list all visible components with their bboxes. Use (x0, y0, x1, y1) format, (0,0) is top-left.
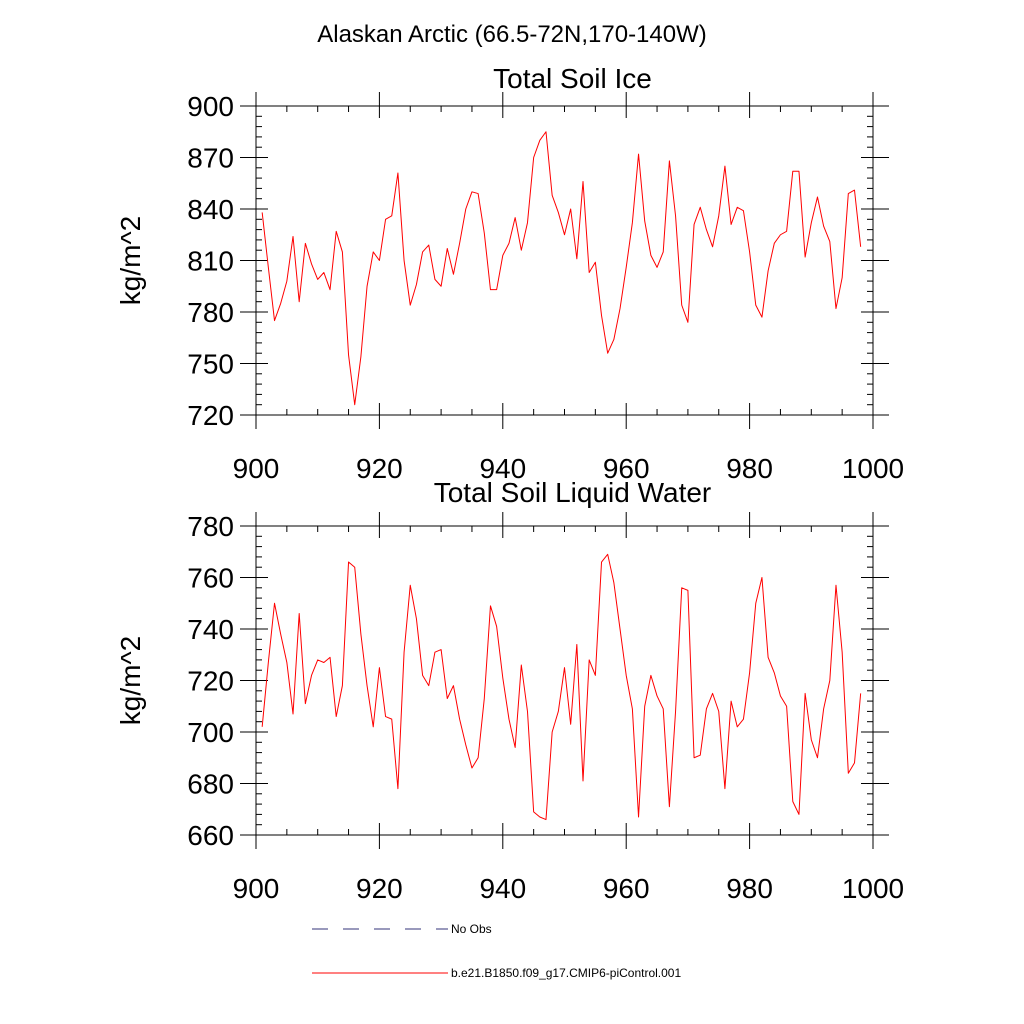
legend: No Obs b.e21.B1850.f09_g17.CMIP6-piContro… (312, 922, 681, 980)
soil-liquid-water-panel: Total Soil Liquid Water kg/m^2 900 920 940 96… (115, 477, 904, 904)
legend-label: No Obs (451, 922, 492, 936)
y-tick-label: 660 (187, 820, 234, 851)
y-tick-label: 700 (187, 717, 234, 748)
y-tick-label: 720 (187, 666, 234, 697)
x-tick-label: 980 (726, 453, 773, 484)
series-line-model (261, 131, 862, 406)
y-tick-label: 900 (187, 91, 234, 122)
y-tick-label: 740 (187, 614, 234, 645)
y-tick-label: 760 (187, 563, 234, 594)
x-tick-label: 920 (356, 873, 403, 904)
x-tick-label: 960 (603, 873, 650, 904)
y-tick-label: 780 (187, 511, 234, 542)
series-line-model (261, 553, 862, 821)
y-tick-label: 810 (187, 246, 234, 277)
y-tick-label: 840 (187, 194, 234, 225)
legend-label: b.e21.B1850.f09_g17.CMIP6-piControl.001 (451, 966, 681, 980)
x-tick-label: 1000 (842, 873, 904, 904)
x-tick-label: 900 (233, 453, 280, 484)
soil-ice-panel: Total Soil Ice kg/m^2 900 920 940 960 980 1000 7… (115, 63, 904, 484)
y-tick-label: 720 (187, 400, 234, 431)
figure-title: Alaskan Arctic (66.5-72N,170-140W) (317, 21, 707, 48)
x-tick-label: 920 (356, 453, 403, 484)
x-tick-label: 1000 (842, 453, 904, 484)
panel-title: Total Soil Ice (493, 63, 652, 94)
y-tick-label: 780 (187, 297, 234, 328)
y-tick-label: 680 (187, 769, 234, 800)
y-tick-label: 750 (187, 349, 234, 380)
y-tick-label: 870 (187, 143, 234, 174)
x-tick-label: 980 (726, 873, 773, 904)
plot-frame (255, 525, 874, 836)
x-tick-label: 960 (603, 453, 650, 484)
plot-frame (255, 105, 874, 416)
panel-title: Total Soil Liquid Water (434, 477, 712, 508)
x-tick-label: 940 (479, 873, 526, 904)
x-tick-label: 900 (233, 873, 280, 904)
y-axis-label: kg/m^2 (115, 636, 146, 725)
x-tick-label: 940 (479, 453, 526, 484)
y-axis-label: kg/m^2 (115, 216, 146, 305)
